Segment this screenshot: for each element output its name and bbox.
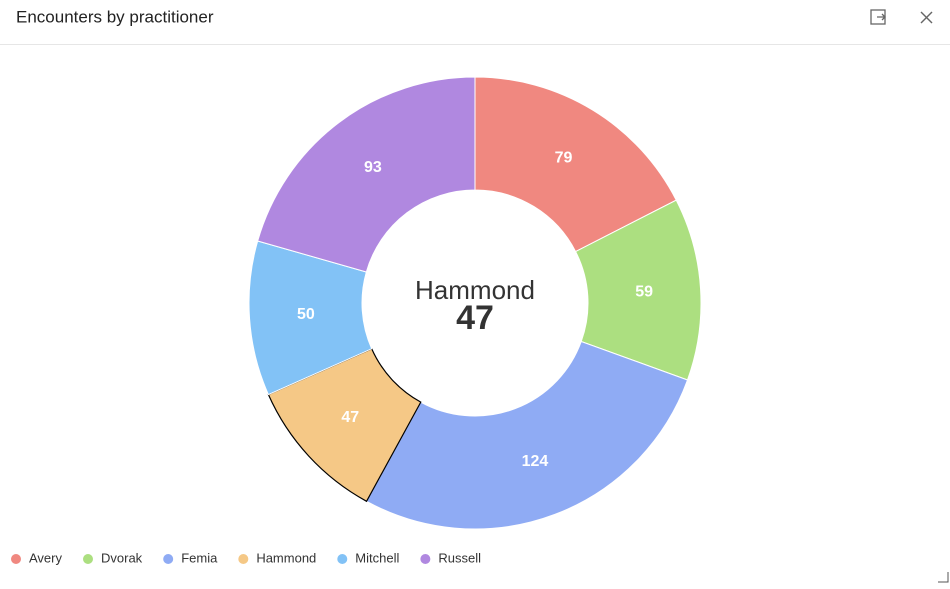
legend-swatch — [11, 554, 21, 564]
close-button[interactable] — [920, 11, 933, 24]
donut-slice[interactable] — [365, 340, 689, 530]
legend-label: Femia — [181, 550, 218, 565]
slice-label: 79 — [555, 150, 573, 167]
collapse-button[interactable] — [870, 9, 886, 25]
legend-swatch — [238, 554, 249, 564]
legend-label: Mitchell — [355, 550, 399, 565]
center-value: 47 — [456, 299, 494, 337]
resize-handle — [938, 572, 949, 583]
donut-slice[interactable] — [474, 76, 677, 253]
legend-label: Hammond — [256, 550, 316, 565]
legend-swatch — [83, 554, 93, 564]
legend-item[interactable]: Mitchell — [337, 550, 399, 565]
legend-swatch — [337, 554, 348, 564]
slice-label: 93 — [364, 159, 382, 176]
close-icon — [920, 11, 933, 24]
center-label: Hammond — [415, 275, 535, 305]
legend-label: Dvorak — [101, 550, 143, 565]
legend-swatch — [163, 554, 174, 564]
chart-title: Encounters by practitioner — [16, 7, 214, 26]
slice-label: 50 — [297, 306, 315, 323]
legend-item[interactable]: Avery — [11, 550, 62, 565]
collapse-arrow — [877, 13, 886, 21]
legend-item[interactable]: Femia — [163, 550, 218, 565]
legend: Avery Dvorak Femia Hammond Mitchell Russell — [11, 550, 481, 565]
slice-label: 59 — [635, 284, 653, 301]
legend-item[interactable]: Hammond — [238, 550, 316, 565]
donut-slice[interactable] — [257, 76, 476, 273]
legend-item[interactable]: Dvorak — [83, 550, 143, 565]
legend-label: Avery — [29, 550, 62, 565]
legend-label: Russell — [438, 550, 481, 565]
slice-label: 124 — [522, 453, 549, 470]
slice-label: 47 — [341, 409, 359, 426]
legend-swatch — [420, 554, 431, 564]
legend-item[interactable]: Russell — [420, 550, 481, 565]
donut: 79 59 124 47 50 93 — [248, 76, 702, 530]
